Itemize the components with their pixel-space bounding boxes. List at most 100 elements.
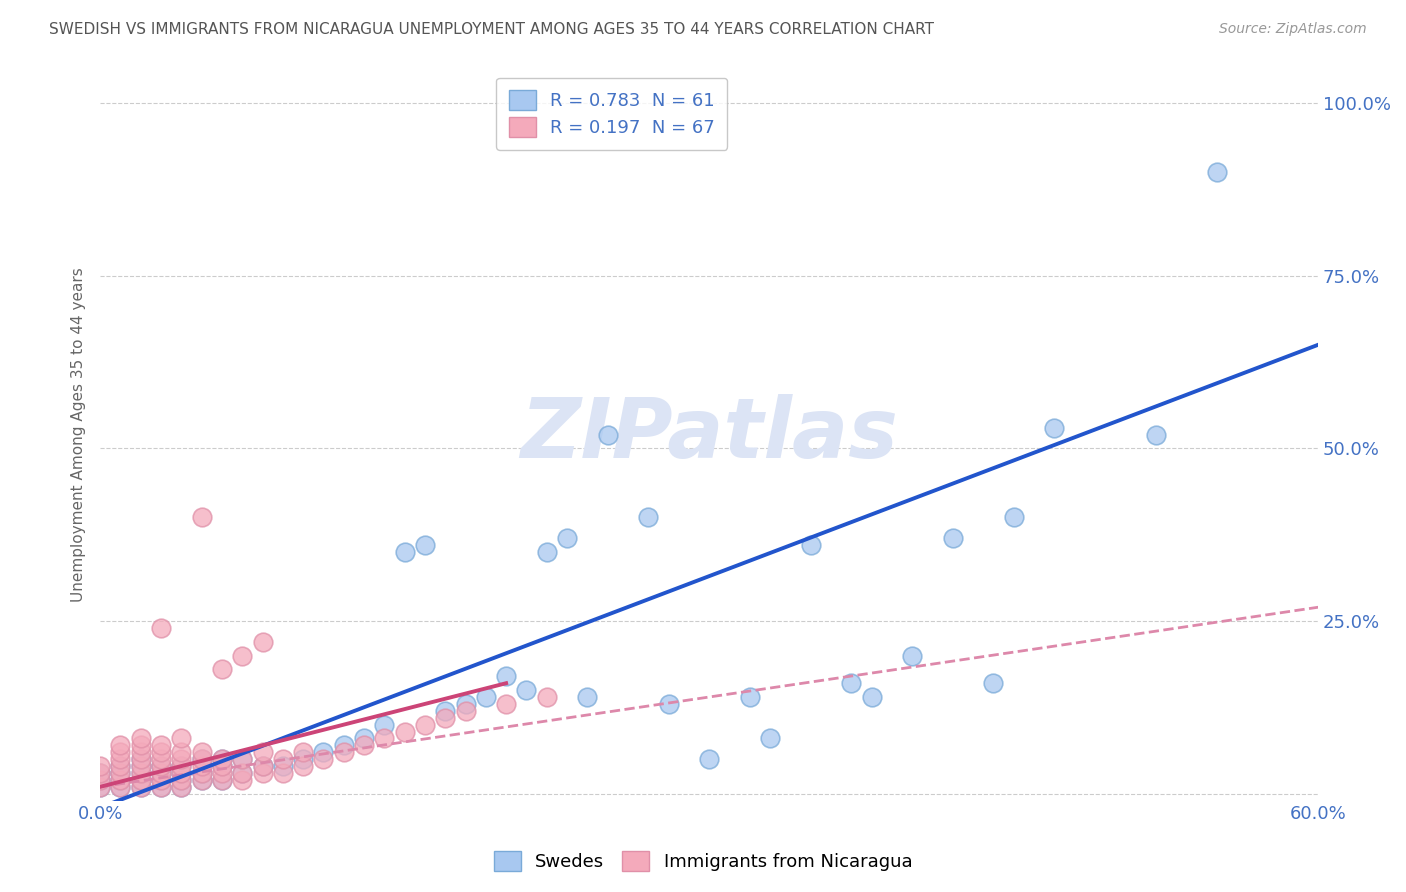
- Text: SWEDISH VS IMMIGRANTS FROM NICARAGUA UNEMPLOYMENT AMONG AGES 35 TO 44 YEARS CORR: SWEDISH VS IMMIGRANTS FROM NICARAGUA UNE…: [49, 22, 934, 37]
- Point: [190, 759, 212, 773]
- Point: [394, 545, 416, 559]
- Point: [434, 704, 457, 718]
- Point: [190, 772, 212, 787]
- Point: [150, 766, 173, 780]
- Point: [1002, 510, 1025, 524]
- Point: [110, 739, 132, 753]
- Point: [1144, 427, 1167, 442]
- Point: [211, 766, 233, 780]
- Point: [170, 780, 193, 794]
- Point: [129, 772, 152, 787]
- Point: [332, 739, 354, 753]
- Point: [697, 752, 720, 766]
- Point: [150, 772, 173, 787]
- Point: [129, 780, 152, 794]
- Point: [150, 780, 173, 794]
- Point: [231, 766, 253, 780]
- Point: [211, 662, 233, 676]
- Point: [190, 745, 212, 759]
- Point: [110, 772, 132, 787]
- Point: [150, 772, 173, 787]
- Legend: Swedes, Immigrants from Nicaragua: Swedes, Immigrants from Nicaragua: [486, 844, 920, 879]
- Legend: R = 0.783  N = 61, R = 0.197  N = 67: R = 0.783 N = 61, R = 0.197 N = 67: [496, 78, 727, 150]
- Point: [292, 752, 315, 766]
- Point: [515, 683, 537, 698]
- Point: [211, 759, 233, 773]
- Point: [413, 717, 436, 731]
- Point: [536, 690, 558, 704]
- Point: [657, 697, 679, 711]
- Point: [129, 745, 152, 759]
- Point: [129, 759, 152, 773]
- Point: [353, 739, 375, 753]
- Point: [271, 759, 294, 773]
- Point: [190, 772, 212, 787]
- Point: [190, 766, 212, 780]
- Point: [1205, 165, 1227, 179]
- Point: [170, 766, 193, 780]
- Point: [110, 780, 132, 794]
- Point: [150, 739, 173, 753]
- Point: [211, 772, 233, 787]
- Point: [495, 669, 517, 683]
- Point: [110, 766, 132, 780]
- Point: [252, 634, 274, 648]
- Point: [110, 780, 132, 794]
- Point: [312, 745, 335, 759]
- Point: [211, 752, 233, 766]
- Point: [800, 538, 823, 552]
- Point: [150, 766, 173, 780]
- Point: [454, 704, 477, 718]
- Point: [170, 780, 193, 794]
- Point: [252, 759, 274, 773]
- Point: [211, 752, 233, 766]
- Point: [252, 745, 274, 759]
- Point: [129, 752, 152, 766]
- Point: [394, 724, 416, 739]
- Point: [495, 697, 517, 711]
- Point: [170, 759, 193, 773]
- Point: [536, 545, 558, 559]
- Point: [190, 766, 212, 780]
- Point: [596, 427, 619, 442]
- Point: [89, 772, 111, 787]
- Point: [190, 510, 212, 524]
- Point: [170, 759, 193, 773]
- Point: [129, 780, 152, 794]
- Point: [981, 676, 1004, 690]
- Y-axis label: Unemployment Among Ages 35 to 44 years: Unemployment Among Ages 35 to 44 years: [72, 268, 86, 602]
- Text: ZIPatlas: ZIPatlas: [520, 394, 898, 475]
- Point: [475, 690, 498, 704]
- Point: [252, 759, 274, 773]
- Point: [110, 766, 132, 780]
- Point: [231, 766, 253, 780]
- Point: [555, 531, 578, 545]
- Point: [150, 621, 173, 635]
- Point: [110, 759, 132, 773]
- Point: [231, 772, 253, 787]
- Point: [170, 772, 193, 787]
- Point: [150, 759, 173, 773]
- Point: [89, 772, 111, 787]
- Point: [150, 759, 173, 773]
- Point: [170, 745, 193, 759]
- Point: [129, 752, 152, 766]
- Point: [860, 690, 883, 704]
- Point: [1043, 420, 1066, 434]
- Point: [129, 766, 152, 780]
- Point: [353, 731, 375, 746]
- Point: [110, 759, 132, 773]
- Point: [901, 648, 924, 663]
- Point: [190, 752, 212, 766]
- Point: [129, 766, 152, 780]
- Point: [942, 531, 965, 545]
- Point: [89, 766, 111, 780]
- Point: [434, 711, 457, 725]
- Point: [170, 772, 193, 787]
- Point: [271, 752, 294, 766]
- Point: [576, 690, 599, 704]
- Point: [373, 731, 395, 746]
- Point: [150, 752, 173, 766]
- Point: [231, 648, 253, 663]
- Point: [129, 772, 152, 787]
